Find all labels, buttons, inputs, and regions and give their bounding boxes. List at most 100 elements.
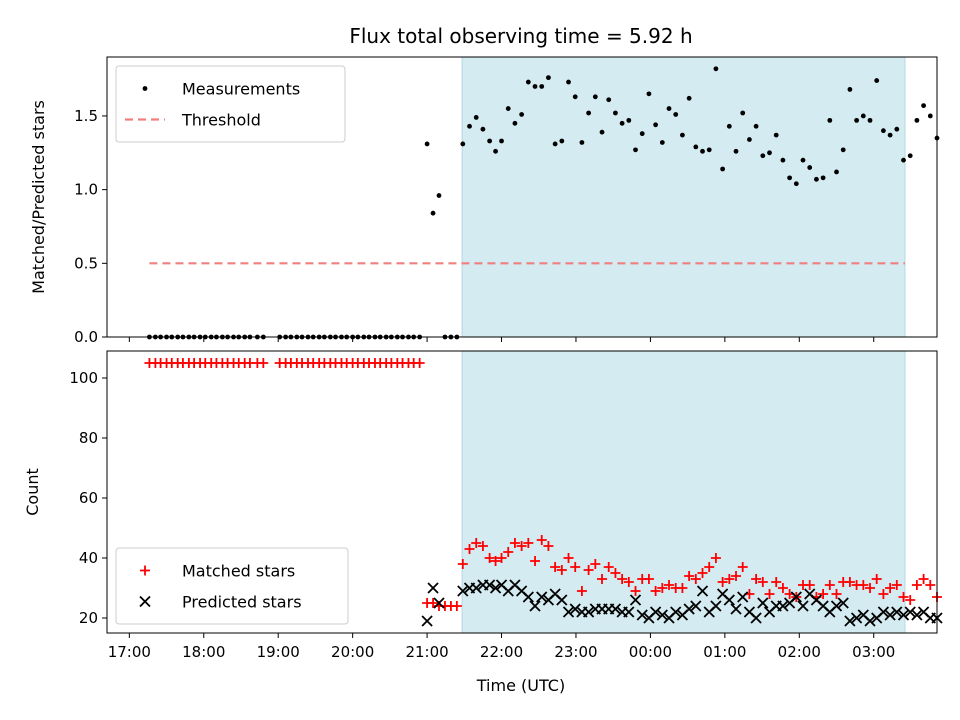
legend-marker (139, 595, 151, 608)
data-point (499, 138, 504, 144)
data-point (525, 79, 531, 85)
y-tick-label: 0.0 (74, 328, 98, 346)
legend-label: Matched stars (182, 562, 295, 581)
legend-label: Predicted stars (182, 593, 302, 612)
data-point (550, 562, 561, 572)
data-point (905, 595, 916, 605)
data-point (844, 577, 855, 587)
data-point (633, 147, 638, 153)
data-point (457, 585, 469, 597)
panel-ratio: 0.0 0.5 1.0 1.5 Matched/Predicted stars Measu… (29, 56, 940, 346)
data-point (760, 153, 766, 159)
data-point (630, 586, 641, 596)
y-tick-label: 40 (79, 549, 98, 567)
data-point (649, 606, 662, 618)
data-point (473, 115, 479, 120)
y-axis-label: Count (23, 468, 42, 516)
legend-marker (140, 565, 150, 576)
observing-span-shade (462, 57, 905, 337)
data-point (597, 574, 608, 584)
data-point (477, 541, 488, 551)
data-point (706, 147, 712, 153)
data-point (484, 553, 495, 563)
data-point (831, 589, 842, 599)
observing-span-shade (462, 351, 905, 633)
data-point (914, 117, 920, 123)
data-point (505, 106, 511, 111)
data-point (522, 591, 534, 603)
data-point (670, 606, 682, 618)
data-point (626, 117, 632, 123)
data-point (854, 117, 860, 123)
series-predicted-stars (421, 579, 943, 627)
x-tick-label: 23:00 (554, 643, 597, 661)
data-point (606, 97, 612, 103)
x-tick-label: 17:00 (108, 643, 151, 661)
data-point (693, 144, 699, 150)
data-point (867, 117, 873, 123)
data-point (874, 78, 880, 83)
y-axis-label: Matched/Predicted stars (29, 100, 48, 294)
data-point (777, 600, 789, 612)
data-point (433, 597, 445, 609)
y-tick-label: 1.5 (74, 107, 98, 125)
data-point (464, 544, 475, 554)
x-tick-label: 01:00 (703, 643, 746, 661)
data-point (724, 574, 735, 584)
data-point (471, 538, 482, 548)
legend-marker (142, 86, 148, 91)
data-point (713, 66, 719, 72)
data-point (737, 591, 749, 603)
data-point (451, 601, 462, 611)
data-point (572, 94, 578, 100)
data-point (907, 153, 913, 159)
data-point (467, 123, 472, 129)
data-point (470, 582, 482, 594)
data-point (686, 95, 692, 101)
data-point (750, 612, 762, 624)
data-point (710, 600, 722, 612)
data-point (860, 113, 866, 119)
data-point (797, 600, 809, 612)
data-point (617, 574, 628, 584)
data-point (723, 594, 735, 606)
data-point (559, 138, 565, 144)
data-point (871, 574, 882, 584)
data-point (747, 137, 752, 142)
x-tick-label: 18:00 (182, 643, 225, 661)
data-point (773, 132, 779, 138)
data-point (650, 586, 661, 596)
data-point (539, 84, 545, 89)
data-point (480, 126, 486, 132)
data-point (730, 603, 742, 615)
data-point (757, 577, 768, 587)
data-point (546, 75, 551, 81)
data-point (921, 103, 927, 109)
legend-label: Threshold (181, 111, 261, 130)
data-point (483, 579, 496, 591)
series-measurements (147, 66, 940, 340)
data-point (726, 123, 732, 129)
data-point (664, 580, 675, 590)
data-point (878, 589, 889, 599)
x-tick-label: 19:00 (257, 643, 300, 661)
x-tick-label: 00:00 (629, 643, 672, 661)
data-point (731, 571, 742, 581)
data-point (814, 176, 819, 182)
x-tick-label: 22:00 (480, 643, 523, 661)
data-point (904, 606, 916, 618)
data-point (592, 94, 598, 100)
data-point (258, 358, 269, 368)
data-point (536, 591, 548, 603)
data-point (865, 583, 876, 593)
legend-box (115, 547, 349, 625)
data-point (827, 117, 833, 123)
data-point (751, 574, 762, 584)
data-point (700, 148, 705, 154)
axes-frame (106, 350, 938, 634)
data-point (586, 110, 592, 116)
y-tick-label: 100 (69, 369, 98, 387)
data-point (636, 609, 648, 621)
data-point (523, 538, 534, 548)
